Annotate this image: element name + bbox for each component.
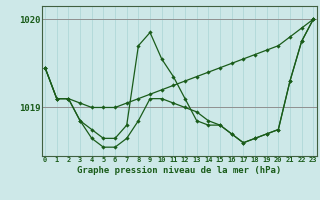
- X-axis label: Graphe pression niveau de la mer (hPa): Graphe pression niveau de la mer (hPa): [77, 166, 281, 175]
